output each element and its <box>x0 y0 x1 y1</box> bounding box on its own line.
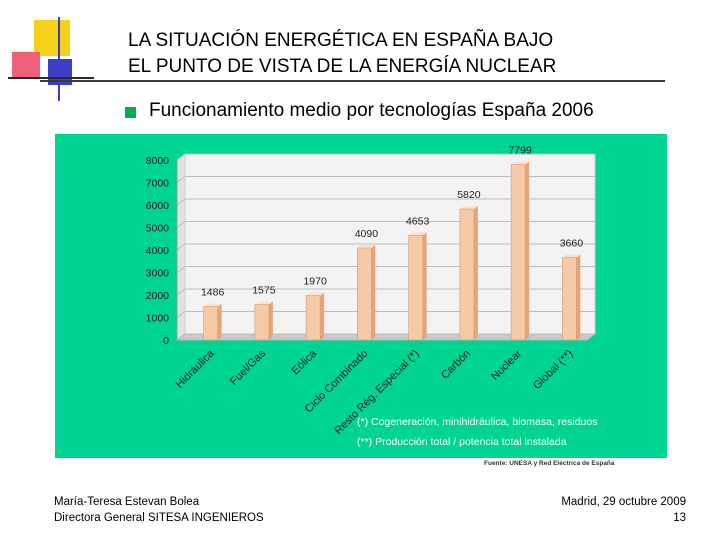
bar-chart: 0 1000 2000 3000 4000 5000 6000 7000 8000 1486 157… <box>146 145 597 437</box>
title-line-2: EL PUNTO DE VISTA DE LA ENERGÍA NUCLEAR <box>128 56 557 77</box>
bar-5 <box>459 208 475 341</box>
footer-place-date: Madrid, 29 octubre 2009 13 <box>561 494 686 526</box>
bullet-square-icon <box>125 107 136 118</box>
bar-side-6 <box>525 161 530 340</box>
footer-author: María-Teresa Estevan Bolea Directora Gen… <box>54 494 264 526</box>
grid-diagonal <box>176 198 186 206</box>
y-tick-label: 6000 <box>146 200 170 212</box>
bar-7 <box>562 257 577 341</box>
grid-diagonal <box>176 288 186 296</box>
x-category-label-1: Fuel/Gas <box>228 347 268 387</box>
bar-value-label-6: 7799 <box>508 145 532 157</box>
grid-diagonal <box>176 176 186 183</box>
page-number: 13 <box>673 512 686 524</box>
bar-top-6 <box>511 161 530 165</box>
bar-top-4 <box>408 232 427 236</box>
bar-6 <box>510 164 526 341</box>
bar-value-label-2: 1970 <box>303 276 327 288</box>
bar-top-0 <box>203 303 222 307</box>
bar-2 <box>305 295 321 341</box>
page-title: LA SITUACIÓN ENERGÉTICA EN ESPAÑA BAJO E… <box>128 28 688 80</box>
title-underline <box>40 80 665 82</box>
bar-4 <box>408 235 423 341</box>
decorative-logo <box>8 17 94 101</box>
x-category-label-2: Eólica <box>290 347 320 377</box>
footnote-production: (**) Producción total / potencia total i… <box>357 436 567 448</box>
bar-value-label-7: 3660 <box>560 238 584 250</box>
bar-top-1 <box>254 301 273 305</box>
bar-top-7 <box>562 254 581 258</box>
bar-side-5 <box>473 206 478 340</box>
y-tick-label: 8000 <box>146 155 170 167</box>
bar-side-0 <box>217 303 222 340</box>
grid-diagonal <box>176 311 186 318</box>
bar-side-1 <box>268 301 273 340</box>
chart-subtitle: Funcionamiento medio por tecnologías Esp… <box>149 100 594 121</box>
bar-value-label-5: 5820 <box>457 189 481 201</box>
grid-diagonal <box>176 153 186 161</box>
place-date: Madrid, 29 octubre 2009 <box>561 496 686 508</box>
y-tick-label: 1000 <box>146 313 170 325</box>
title-line-1: LA SITUACIÓN ENERGÉTICA EN ESPAÑA BAJO <box>128 30 554 51</box>
logo-horizontal-line <box>8 77 94 79</box>
x-category-label-5: Carbón <box>439 348 473 382</box>
y-tick-label: 7000 <box>146 178 170 190</box>
chart-source: Fuente: UNESA y Red Eléctrica de España <box>484 460 615 467</box>
x-category-label-7: Global (**) <box>531 348 575 392</box>
bar-top-3 <box>357 244 376 248</box>
x-category-label-6: Nuclear <box>489 347 525 383</box>
bar-0 <box>203 306 218 341</box>
bar-1 <box>254 304 270 341</box>
y-tick-label: 5000 <box>146 223 170 235</box>
bar-value-label-0: 1486 <box>201 287 225 299</box>
x-category-label-0: Hidráulica <box>174 347 218 391</box>
bar-side-4 <box>422 232 427 340</box>
grid-diagonal <box>176 221 186 228</box>
bar-side-3 <box>371 244 376 340</box>
y-tick-label: 4000 <box>146 245 170 257</box>
logo-yellow-square <box>34 20 70 56</box>
bar-side-2 <box>320 292 325 340</box>
bar-value-label-1: 1575 <box>252 285 276 297</box>
grid-diagonal <box>176 333 186 341</box>
logo-vertical-line <box>58 17 60 101</box>
y-tick-label: 0 <box>163 335 169 347</box>
bar-value-label-3: 4090 <box>355 228 379 240</box>
grid-diagonal <box>176 266 186 273</box>
bar-top-2 <box>306 292 325 296</box>
author-name: María-Teresa Estevan Bolea <box>54 496 200 508</box>
author-role: Directora General SITESA INGENIEROS <box>54 512 264 524</box>
plot-floor <box>175 333 597 341</box>
y-tick-label: 3000 <box>146 268 170 280</box>
y-tick-label: 2000 <box>146 290 170 302</box>
bar-value-label-4: 4653 <box>406 215 430 227</box>
bar-side-7 <box>576 254 581 340</box>
bar-top-5 <box>459 206 478 210</box>
grid-diagonal <box>176 243 186 251</box>
logo-red-square <box>12 52 40 77</box>
bar-3 <box>357 247 372 341</box>
footnote-cogeneration: (*) Cogeneración, minihidráulica, biomas… <box>357 416 598 428</box>
